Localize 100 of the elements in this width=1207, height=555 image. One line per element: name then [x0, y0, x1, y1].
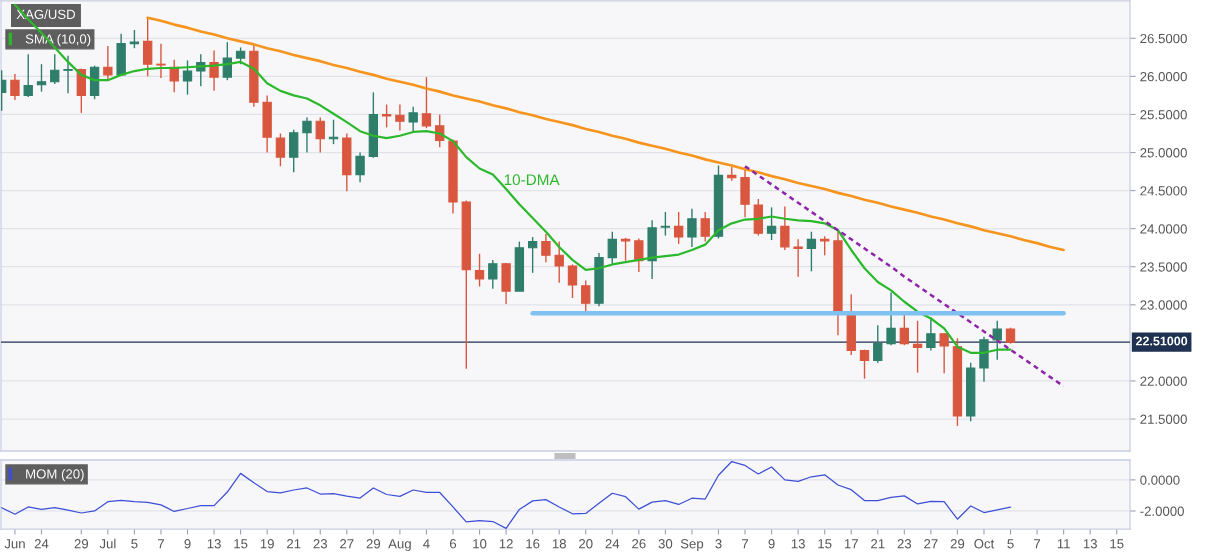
candlestick	[408, 106, 418, 133]
candlestick	[129, 29, 140, 49]
y-tick-label: -2.0000	[1140, 506, 1184, 516]
x-tick-label: 15	[1110, 539, 1124, 549]
candlestick	[939, 332, 949, 375]
x-tick-label: 4	[423, 539, 430, 549]
x-tick-label: 30	[658, 539, 673, 549]
candlestick	[381, 103, 392, 129]
x-tick-label: Oct	[974, 539, 995, 549]
x-tick-label: 6	[450, 539, 457, 549]
candlestick	[766, 206, 777, 241]
line-series	[13, 3, 1012, 354]
x-tick-label: 9	[184, 539, 191, 549]
candlestick	[421, 76, 432, 129]
candlestick	[302, 116, 312, 154]
candlestick	[780, 205, 790, 251]
x-tick-label: 7	[742, 539, 749, 549]
x-tick-label: 21	[871, 539, 885, 549]
candlestick	[634, 237, 644, 273]
y-tick-label: 25.0000	[1140, 148, 1187, 158]
x-tick-label: 29	[74, 539, 89, 549]
x-tick-label: Sep	[680, 539, 704, 552]
x-tick-label: 17	[844, 539, 858, 549]
candlestick	[541, 233, 551, 263]
x-tick-label: 5	[1007, 539, 1014, 549]
y-tick-label: 23.5000	[1140, 262, 1187, 272]
candlestick	[103, 45, 113, 81]
x-tick-label: 29	[366, 539, 381, 549]
candlestick	[660, 211, 671, 237]
candlestick	[488, 259, 498, 290]
x-tick-label: 18	[552, 539, 566, 549]
x-tick-label: 23	[897, 539, 912, 549]
y-tick-label: 26.0000	[1140, 71, 1187, 82]
candlestick	[10, 73, 20, 101]
x-tick-label: 26	[632, 539, 646, 549]
x-tick-label: 13	[207, 539, 221, 549]
candlestick	[673, 211, 684, 245]
x-tick-label: 27	[924, 539, 938, 549]
candlestick	[395, 103, 405, 132]
candlestick	[926, 316, 936, 352]
y-tick-label: 23.0000	[1140, 300, 1187, 310]
y-tick-label: 0.0000	[1140, 475, 1180, 485]
candlestick	[607, 231, 617, 265]
y-tick-label: 26.5000	[1140, 33, 1187, 44]
x-tick-label: 27	[340, 539, 354, 549]
x-tick-label: 16	[526, 539, 540, 549]
candlestick	[222, 41, 233, 81]
ref-line-label: 22.51000	[1135, 336, 1188, 346]
candlestick	[527, 236, 538, 274]
y-tick-label: 24.5000	[1140, 186, 1187, 196]
x-tick-label: 15	[818, 539, 832, 549]
x-tick-label: 12	[499, 539, 513, 549]
x-tick-label: 7	[157, 539, 164, 549]
x-tick-label: 20	[579, 539, 593, 549]
candlestick	[873, 324, 883, 364]
candlestick	[355, 151, 365, 183]
y-tick-label: 25.5000	[1140, 110, 1187, 120]
x-tick-label: Jul	[99, 538, 116, 549]
candlestick	[275, 132, 286, 167]
candlestick	[806, 231, 817, 272]
x-tick-label: 19	[260, 539, 274, 549]
x-tick-label: 15	[234, 539, 248, 549]
candlestick	[23, 53, 33, 98]
candlestick	[50, 53, 60, 85]
x-tick-label: 10	[473, 539, 487, 549]
y-tick-label: 21.5000	[1140, 414, 1187, 424]
x-tick-label: 5	[131, 539, 138, 549]
candlestick	[992, 320, 1002, 361]
line-series	[1, 460, 1012, 529]
candlestick	[315, 116, 325, 154]
candlestick	[156, 42, 166, 79]
candlestick	[554, 240, 564, 284]
x-tick-label: 3	[715, 539, 722, 549]
x-tick-label: 24	[605, 539, 620, 549]
candlestick	[567, 263, 578, 299]
candlestick	[474, 253, 485, 288]
candlestick	[859, 349, 870, 380]
candlestick	[36, 63, 47, 93]
candlestick	[182, 59, 193, 96]
x-tick-label: Jun	[4, 539, 25, 549]
x-tick-label: 13	[791, 539, 805, 549]
x-tick-label: 29	[950, 539, 965, 549]
candlestick	[687, 208, 697, 248]
x-tick-label: 23	[313, 539, 328, 549]
x-tick-label: 9	[768, 539, 775, 549]
y-tick-label: 24.0000	[1140, 224, 1187, 234]
x-tick-label: Aug	[388, 539, 411, 552]
x-tick-label: 24	[34, 539, 49, 549]
candlestick	[886, 291, 896, 346]
x-tick-label: 7	[1034, 539, 1041, 549]
x-tick-label: 11	[1057, 539, 1070, 549]
legend-label: MOM (20)	[26, 468, 84, 482]
annotation: 10-DMA	[504, 174, 560, 186]
candlestick	[700, 211, 710, 243]
candlestick	[63, 55, 73, 94]
candlestick	[793, 238, 803, 278]
candlestick	[912, 320, 923, 374]
candlestick	[899, 312, 910, 346]
candlestick	[143, 17, 153, 78]
y-tick-label: 22.0000	[1140, 376, 1187, 386]
